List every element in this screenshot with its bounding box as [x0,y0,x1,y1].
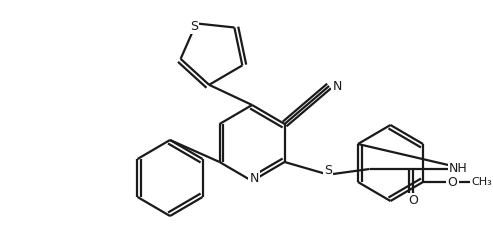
Text: O: O [408,194,418,207]
Text: N: N [249,172,259,184]
Text: S: S [190,20,198,33]
Text: S: S [324,164,332,177]
Text: N: N [332,80,342,92]
Text: O: O [448,176,458,188]
Text: NH: NH [449,162,468,174]
Text: CH₃: CH₃ [471,177,492,187]
